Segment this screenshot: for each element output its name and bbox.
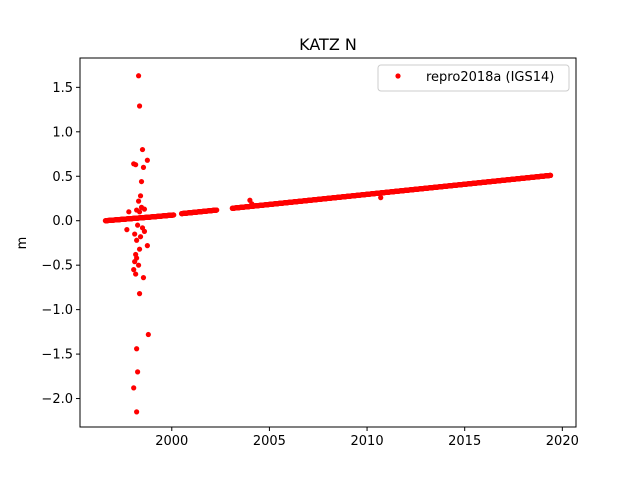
outlier-point (136, 246, 143, 252)
y-tick-label: −0.5 (41, 259, 73, 274)
x-tick-label: 2020 (546, 434, 579, 449)
outlier-point (132, 231, 138, 237)
x-tick-label: 2015 (448, 434, 481, 449)
outlier-point (137, 234, 144, 240)
outlier-point (133, 271, 139, 277)
y-tick-label: −1.0 (41, 303, 73, 318)
outlier-point (136, 209, 143, 215)
x-tick-label: 2005 (253, 434, 286, 449)
x-tick-label: 2000 (155, 434, 188, 449)
outlier-point (136, 103, 143, 109)
y-axis-label: m (15, 237, 30, 250)
outlier-point (135, 198, 142, 204)
y-tick-label: 0.5 (52, 170, 73, 185)
outlier-point (141, 228, 148, 234)
legend-label: repro2018a (IGS14) (426, 70, 554, 85)
outlier-point (144, 243, 150, 249)
outlier-point (132, 259, 138, 265)
chart-title: KATZ N (299, 35, 357, 54)
outlier-point (134, 346, 140, 352)
outlier-point (141, 206, 148, 212)
outlier-point (138, 178, 145, 185)
y-tick-label: −2.0 (41, 392, 73, 407)
outlier-point (249, 201, 255, 207)
outlier-point (131, 385, 137, 391)
x-axis: 2000 2005 2010 2015 2020 (155, 427, 579, 449)
outlier-point (137, 193, 144, 199)
outlier-point (124, 227, 130, 233)
outlier-point (131, 267, 137, 273)
y-tick-label: 1.0 (52, 125, 73, 140)
data-point (548, 172, 554, 178)
outlier-point (133, 162, 139, 168)
legend: repro2018a (IGS14) (377, 64, 570, 92)
outlier-point (140, 164, 147, 170)
outlier-point (126, 209, 132, 215)
data-point (171, 212, 177, 218)
legend-box (377, 64, 570, 92)
plot-frame (79, 57, 577, 428)
outlier-point (134, 237, 140, 243)
y-tick-label: 0.0 (52, 214, 73, 229)
outlier-point (136, 291, 143, 297)
data-point (214, 207, 220, 213)
outlier-point (135, 262, 142, 268)
y-tick-label: −1.5 (41, 348, 73, 363)
outlier-point (135, 369, 141, 375)
outlier-point (145, 331, 151, 338)
outlier-point (135, 222, 141, 228)
outlier-point (144, 157, 150, 163)
outlier-point (378, 195, 384, 201)
outlier-point (134, 409, 140, 415)
legend-marker (395, 73, 401, 79)
outlier-point (140, 275, 147, 281)
x-tick-label: 2010 (351, 434, 384, 449)
y-tick-label: 1.5 (52, 81, 73, 96)
y-axis: −2.0 −1.5 −1.0 −0.5 0.0 0.5 1.0 1.5 (41, 81, 80, 407)
data-points (102, 73, 554, 415)
outlier-point (135, 73, 142, 79)
outlier-point (139, 146, 146, 153)
